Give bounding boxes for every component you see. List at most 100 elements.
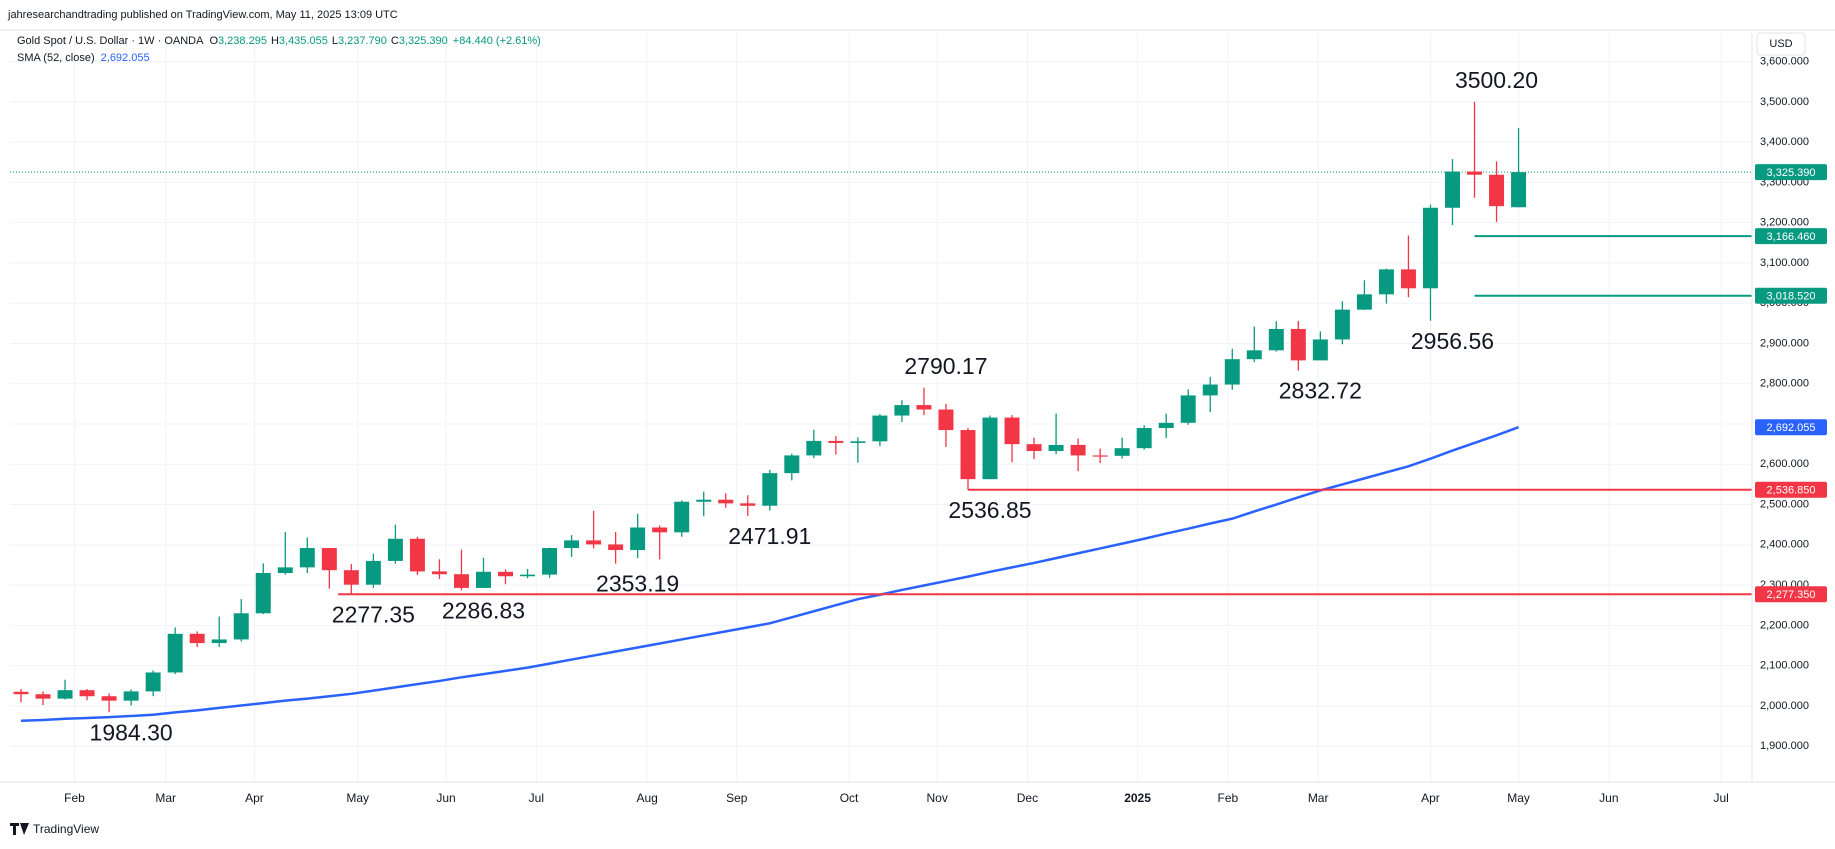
publisher: jahresearchandtrading published on Tradi…: [7, 9, 398, 21]
candle-body: [982, 417, 998, 480]
candle-body: [784, 455, 800, 474]
candle-body: [13, 691, 29, 695]
candle-body: [696, 499, 712, 502]
x-tick-label: Dec: [1017, 791, 1038, 805]
candle-body: [476, 571, 491, 588]
y-tick-label: 3,600.000: [1760, 55, 1809, 67]
legend-sma-value: 2,692.055: [101, 52, 150, 64]
candle-body: [960, 430, 976, 480]
candle-body: [762, 473, 778, 506]
candle-body: [35, 694, 51, 699]
annotation: 1984.30: [90, 719, 173, 745]
y-tick-label: 2,500.000: [1760, 498, 1809, 510]
candle-body: [1290, 328, 1306, 361]
legend-value: 3,237.790: [338, 35, 387, 47]
candle-body: [1202, 384, 1218, 396]
candle-body: [387, 538, 403, 561]
x-tick-label: May: [346, 791, 369, 805]
candle-body: [806, 440, 822, 456]
candle-body: [343, 570, 359, 585]
legend-main: Gold Spot / U.S. Dollar · 1W · OANDA O3,2…: [17, 35, 541, 47]
price-label-box: [1755, 419, 1827, 436]
candle-body: [1400, 269, 1416, 289]
legend-value: 3,325.390: [399, 35, 448, 47]
x-tick-label: May: [1507, 791, 1530, 805]
candle-body: [1511, 172, 1527, 208]
candle-body: [894, 405, 910, 416]
candle-body: [1004, 417, 1020, 445]
candle-body: [1158, 422, 1174, 429]
x-tick-label: Apr: [245, 791, 264, 805]
candle-body: [740, 503, 756, 506]
legend-value: 3,435.055: [279, 35, 328, 47]
currency[interactable]: USD: [1769, 38, 1792, 50]
candle-body: [938, 409, 954, 431]
y-tick-label: 2,200.000: [1760, 619, 1809, 631]
price-label-box: [1755, 481, 1827, 498]
x-tick-label: Jul: [1713, 791, 1728, 805]
candle-body: [674, 501, 690, 533]
candle-body: [1312, 339, 1328, 361]
candle-body: [1114, 448, 1130, 456]
brand: TradingView: [33, 822, 99, 836]
candle-body: [1422, 207, 1438, 289]
candle-body: [211, 639, 227, 644]
y-tick-label: 2,800.000: [1760, 378, 1809, 390]
candle-body: [79, 690, 95, 697]
candle-body: [277, 567, 293, 574]
candle-body: [1180, 395, 1196, 423]
legend-symbol: Gold Spot / U.S. Dollar · 1W · OANDA: [17, 35, 204, 47]
candle-body: [1224, 359, 1240, 385]
price-label-box: [1755, 228, 1827, 245]
candle-body: [586, 540, 602, 545]
candle-body: [1026, 444, 1042, 451]
candle-body: [57, 690, 73, 699]
candle-body: [1489, 174, 1505, 207]
candle-body: [850, 441, 866, 443]
candle-body: [365, 560, 381, 585]
candle-body: [608, 544, 624, 551]
candle-body: [1467, 171, 1483, 175]
y-tick-label: 3,100.000: [1760, 257, 1809, 269]
price-label: 2,536.850: [1767, 485, 1816, 497]
x-tick-label: Oct: [840, 791, 859, 805]
price-label: 2,692.055: [1767, 422, 1816, 434]
candle-body: [409, 538, 425, 572]
x-tick-label: Feb: [1218, 791, 1239, 805]
annotation: 2832.72: [1279, 378, 1362, 404]
price-label-box: [1755, 287, 1827, 304]
candle-body: [1378, 269, 1394, 295]
legend-value: 3,238.295: [218, 35, 267, 47]
x-tick-label: 2025: [1124, 791, 1151, 805]
y-tick-label: 2,400.000: [1760, 539, 1809, 551]
x-tick-label: Jul: [529, 791, 544, 805]
candle-body: [299, 548, 315, 568]
legend-sma: SMA (52, close) 2,692.055: [17, 52, 150, 64]
annotation: 2790.17: [904, 353, 987, 379]
candle-body: [872, 415, 888, 442]
annotation: 2471.91: [728, 523, 811, 549]
x-tick-label: Jun: [1599, 791, 1618, 805]
price-label: 3,325.390: [1767, 167, 1816, 179]
candle-body: [321, 548, 337, 571]
x-tick-label: Jun: [436, 791, 455, 805]
legend-change: +84.440 (+2.61%): [453, 35, 541, 47]
x-tick-label: Aug: [636, 791, 657, 805]
x-tick-label: Sep: [726, 791, 748, 805]
y-tick-label: 3,200.000: [1760, 217, 1809, 229]
candle-body: [652, 527, 668, 533]
annotation: 2277.35: [332, 601, 415, 627]
candle-body: [1334, 309, 1350, 340]
candle-body: [145, 672, 161, 692]
x-tick-label: Mar: [155, 791, 176, 805]
legend-prefix: L: [332, 35, 338, 47]
candle-body: [255, 573, 271, 614]
currency-box[interactable]: [1756, 32, 1806, 56]
x-tick-label: Feb: [64, 791, 85, 805]
candle-body: [564, 540, 580, 549]
candle-body: [1246, 350, 1262, 360]
candle-body: [167, 633, 183, 673]
annotation: 3500.20: [1455, 67, 1538, 93]
candle-body: [1136, 428, 1152, 449]
annotation: 2353.19: [596, 571, 679, 597]
